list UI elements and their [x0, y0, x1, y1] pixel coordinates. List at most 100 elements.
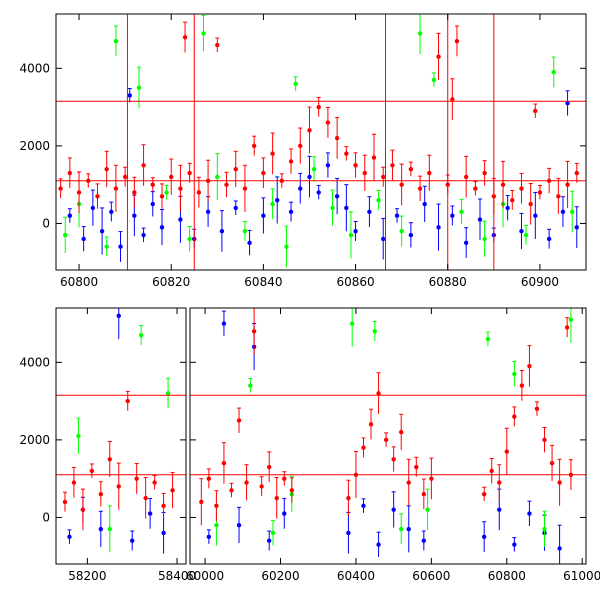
data-point [107, 526, 112, 532]
data-point [542, 526, 547, 532]
data-point [282, 476, 287, 481]
data-point [270, 201, 275, 207]
data-point [512, 542, 517, 547]
data-point [334, 194, 340, 199]
data-point [214, 503, 219, 509]
x-tick-label: 60600 [412, 569, 450, 583]
data-point [284, 244, 289, 249]
data-point [497, 507, 502, 512]
data-point [132, 190, 137, 195]
data-point [206, 476, 212, 481]
series-0 [67, 308, 166, 554]
data-point [519, 186, 524, 191]
data-point [557, 480, 562, 485]
series-0 [67, 87, 579, 262]
data-point [429, 476, 434, 481]
data-point [399, 429, 404, 435]
data-point [76, 190, 82, 195]
data-point [141, 163, 146, 168]
plot-frame [55, 307, 187, 565]
y-tick-label: 4000 [19, 355, 50, 369]
data-point [201, 31, 206, 36]
data-point [362, 170, 367, 176]
data-point [368, 422, 374, 427]
data-point [463, 174, 469, 180]
data-point [298, 143, 303, 149]
data-point [383, 437, 389, 443]
data-point [182, 35, 188, 40]
data-point [504, 449, 509, 454]
data-point [330, 205, 335, 211]
x-tick-label: 60400 [337, 569, 375, 583]
data-point [381, 174, 386, 180]
data-point [523, 232, 529, 238]
y-tick-label: 4000 [19, 61, 50, 75]
data-point [353, 163, 358, 168]
data-point [116, 484, 121, 489]
data-point [421, 491, 427, 497]
data-point [81, 236, 86, 242]
data-point [391, 507, 396, 512]
series-1 [63, 14, 575, 268]
data-point [261, 213, 266, 218]
data-point [251, 329, 257, 334]
data-point [344, 205, 349, 211]
data-point [533, 108, 538, 114]
data-point [159, 225, 165, 230]
data-point [187, 236, 192, 242]
data-point [199, 499, 204, 505]
data-point [224, 182, 229, 187]
data-point [482, 170, 487, 176]
data-point [267, 538, 272, 543]
data-point [136, 85, 142, 90]
data-point [560, 209, 566, 215]
data-point [344, 151, 349, 156]
data-point [62, 499, 68, 505]
data-point [307, 174, 312, 180]
data-point [178, 217, 183, 222]
data-point [376, 197, 381, 203]
data-point [159, 194, 165, 199]
y-tick-label: 2000 [19, 139, 50, 153]
data-point [293, 81, 298, 87]
data-point [63, 232, 68, 238]
x-tick-label: 58400 [158, 569, 196, 583]
series-2 [62, 390, 175, 531]
data-point [274, 495, 279, 501]
data-point [311, 166, 317, 172]
data-point [551, 69, 556, 75]
data-point [512, 371, 517, 377]
data-point [127, 93, 132, 98]
series-0 [206, 310, 562, 564]
data-point [147, 511, 153, 516]
plot-area [56, 308, 186, 554]
data-point [325, 163, 331, 168]
data-point [436, 54, 441, 59]
data-point [206, 534, 212, 540]
data-point [165, 391, 171, 396]
data-point [80, 507, 86, 512]
data-point [104, 166, 109, 172]
y-tick-label: 2000 [19, 433, 50, 447]
data-point [134, 476, 139, 481]
data-point [533, 213, 538, 218]
data-point [67, 534, 72, 540]
data-point [107, 457, 112, 462]
x-tick-label: 60820 [152, 275, 190, 289]
data-point [164, 190, 169, 195]
data-point [427, 170, 432, 176]
data-point [130, 538, 135, 543]
x-tick-label: 60000 [186, 569, 224, 583]
x-tick-label: 60800 [488, 569, 526, 583]
data-point [512, 414, 517, 419]
x-tick-label: 61000 [563, 569, 600, 583]
data-point [229, 488, 234, 493]
data-point [187, 170, 192, 176]
data-point [288, 159, 294, 164]
data-point [267, 464, 272, 470]
data-point [557, 546, 562, 551]
data-point [214, 523, 219, 528]
data-point [565, 182, 570, 187]
x-tick-label: 60880 [429, 275, 467, 289]
data-point [152, 480, 157, 485]
